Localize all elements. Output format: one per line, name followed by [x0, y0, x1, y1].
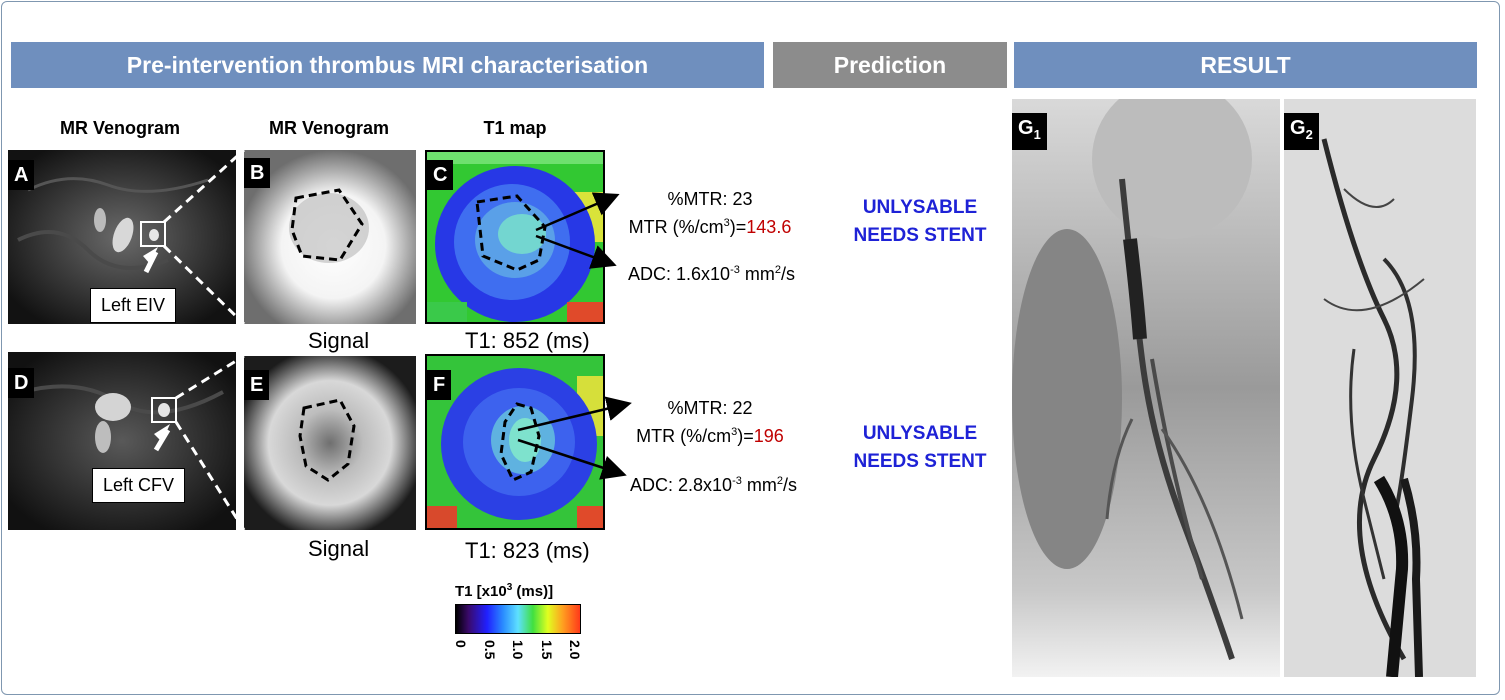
row2-mtr-block: %MTR: 22 MTR (%/cm3)=196 [620, 396, 800, 448]
row2-mtr-value: 196 [753, 426, 784, 446]
row2-adc: ADC: 2.8x10-3 mm2/s [630, 475, 797, 495]
header-characterisation: Pre-intervention thrombus MRI characteri… [11, 42, 764, 88]
panel-g1-angiogram: G1 [1012, 99, 1280, 677]
row2-mtr-density: MTR (%/cm3)=196 [636, 426, 784, 446]
row1-mtr-pct: %MTR: 23 [667, 189, 753, 209]
row1-mtr-block: %MTR: 23 MTR (%/cm3)=143.6 [610, 187, 810, 239]
column-title-venogram-b: MR Venogram [268, 118, 390, 138]
panel-b-venogram-zoom: B [244, 150, 416, 324]
row1-prediction: UNLYSABLE NEEDS STENT [853, 197, 987, 246]
header-prediction: Prediction [773, 42, 1007, 88]
colorbar-tick-2: 1.0 [510, 640, 526, 660]
row1-adc: ADC: 1.6x10-3 mm2/s [628, 264, 795, 284]
header-result: RESULT [1014, 42, 1477, 88]
row2-t1-caption: T1: 823 (ms) [465, 538, 590, 563]
panel-label-a: A [8, 160, 35, 190]
colorbar-tick-1: 0.5 [481, 640, 498, 660]
row1-signal-caption: Signal [308, 328, 370, 353]
column-title-venogram-a: MR Venogram [59, 118, 181, 138]
callout-left-cfv: Left CFV [92, 468, 186, 503]
panel-c-t1-map: C [425, 150, 605, 324]
panel-label-e: E [244, 370, 270, 400]
callout-left-eiv: Left EIV [90, 288, 177, 323]
panel-label-f: F [427, 370, 452, 400]
colorbar [455, 604, 581, 634]
row2-signal-caption: Signal [308, 536, 370, 561]
row1-mtr-density: MTR (%/cm3)=143.6 [628, 217, 792, 237]
row1-mtr-value: 143.6 [746, 217, 792, 237]
panel-label-d: D [8, 368, 35, 398]
colorbar-tick-4: 2.0 [567, 640, 583, 660]
colorbar-tick-0: 0 [453, 640, 469, 648]
panel-label-c: C [427, 160, 454, 190]
row2-mtr-pct: %MTR: 22 [667, 398, 753, 418]
row2-prediction: UNLYSABLE NEEDS STENT [853, 423, 987, 472]
colorbar-title: T1 [x103 (ms)] [455, 582, 554, 600]
row1-t1-caption: T1: 852 (ms) [465, 328, 590, 353]
panel-label-b: B [244, 158, 271, 188]
panel-e-venogram-zoom: E [244, 356, 416, 530]
panel-label-g2: G2 [1284, 113, 1319, 150]
panel-d-venogram [8, 352, 236, 530]
column-title-t1-map: T1 map [483, 118, 547, 138]
panel-f-t1-map: F [425, 354, 605, 530]
panel-label-g1: G1 [1012, 113, 1047, 150]
panel-g2-angiogram: G2 [1284, 99, 1476, 677]
colorbar-tick-3: 1.5 [538, 640, 555, 660]
